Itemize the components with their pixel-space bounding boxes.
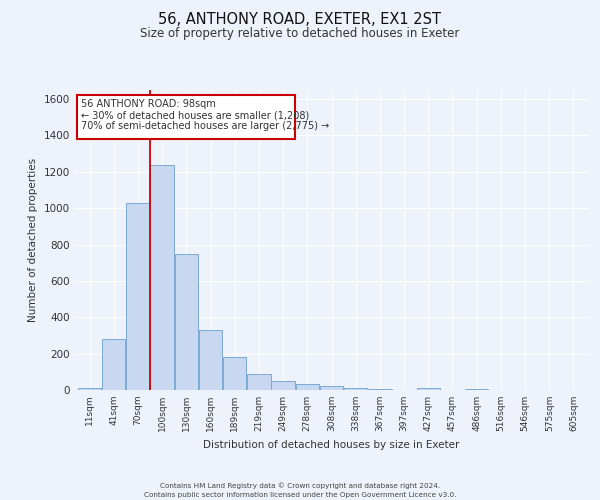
Text: ← 30% of detached houses are smaller (1,208): ← 30% of detached houses are smaller (1,… <box>81 110 309 120</box>
Bar <box>102 339 125 390</box>
Bar <box>78 388 101 390</box>
Bar <box>151 166 174 390</box>
Bar <box>175 254 198 390</box>
Text: 56, ANTHONY ROAD, EXETER, EX1 2ST: 56, ANTHONY ROAD, EXETER, EX1 2ST <box>158 12 442 28</box>
Text: Size of property relative to detached houses in Exeter: Size of property relative to detached ho… <box>140 28 460 40</box>
Bar <box>465 389 488 390</box>
Bar <box>296 384 319 390</box>
Bar <box>271 382 295 390</box>
Text: 56 ANTHONY ROAD: 98sqm: 56 ANTHONY ROAD: 98sqm <box>81 100 216 110</box>
Y-axis label: Number of detached properties: Number of detached properties <box>28 158 38 322</box>
Bar <box>320 386 343 390</box>
Bar <box>416 388 440 390</box>
Text: 70% of semi-detached houses are larger (2,775) →: 70% of semi-detached houses are larger (… <box>81 120 329 130</box>
Bar <box>223 358 247 390</box>
X-axis label: Distribution of detached houses by size in Exeter: Distribution of detached houses by size … <box>203 440 460 450</box>
Text: Contains HM Land Registry data © Crown copyright and database right 2024.
Contai: Contains HM Land Registry data © Crown c… <box>144 482 456 498</box>
Bar <box>344 388 367 390</box>
Bar <box>368 388 392 390</box>
Bar <box>199 330 222 390</box>
Bar <box>77 96 295 139</box>
Bar <box>126 202 149 390</box>
Bar <box>247 374 271 390</box>
